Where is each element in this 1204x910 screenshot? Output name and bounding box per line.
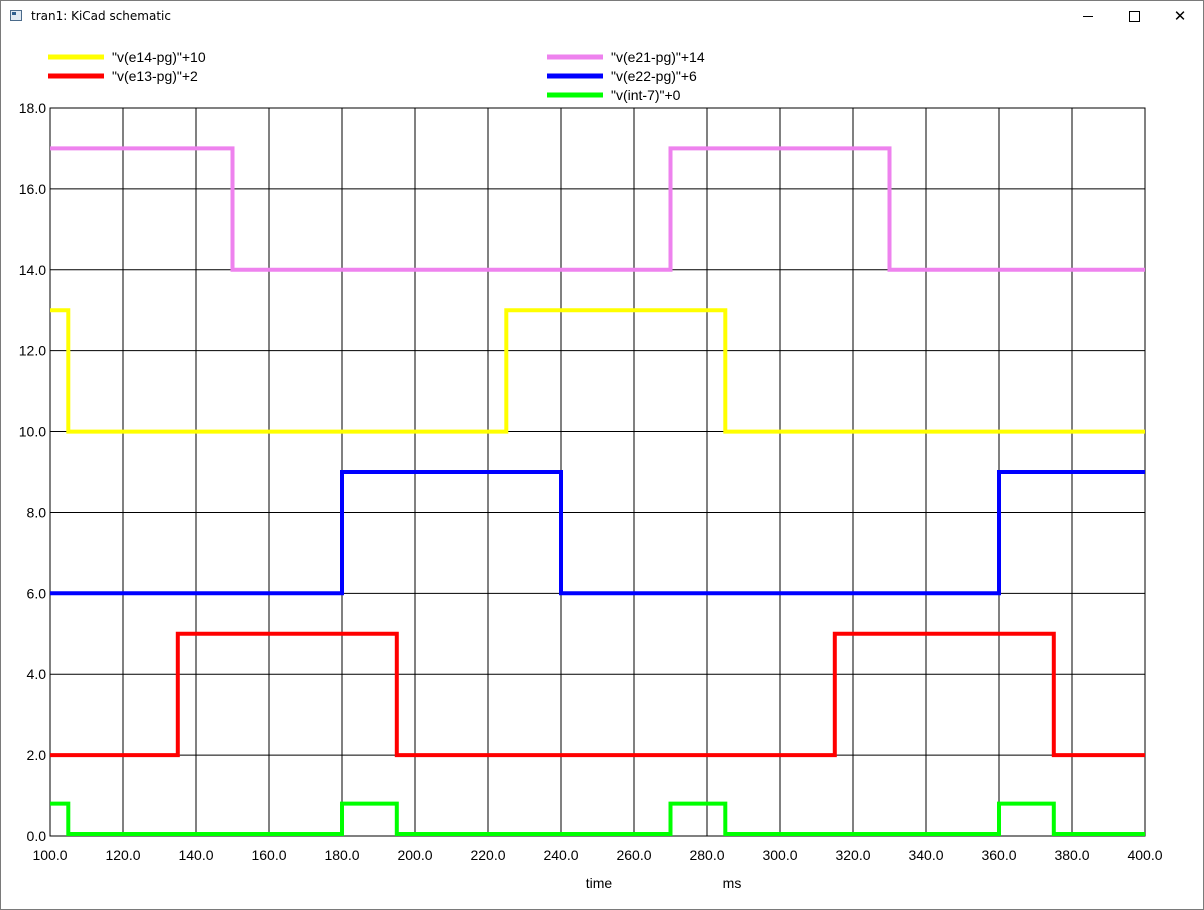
x-tick-label: 140.0 [178, 847, 213, 863]
y-tick-label: 18.0 [19, 100, 46, 116]
y-tick-label: 6.0 [27, 585, 47, 601]
window-title: tran1: KiCad schematic [31, 9, 171, 23]
y-tick-label: 8.0 [27, 504, 47, 520]
x-tick-label: 120.0 [105, 847, 140, 863]
series-line-3 [50, 146, 1145, 272]
y-tick-label: 10.0 [19, 424, 46, 440]
x-tick-label: 200.0 [397, 847, 432, 863]
y-tick-label: 16.0 [19, 181, 46, 197]
legend-label-3: "v(e21-pg)"+14 [611, 49, 705, 65]
x-tick-label: 380.0 [1054, 847, 1089, 863]
x-tick-label: 240.0 [543, 847, 578, 863]
maximize-button[interactable] [1111, 1, 1157, 31]
y-tick-label: 14.0 [19, 262, 46, 278]
close-button[interactable]: ✕ [1157, 1, 1203, 31]
x-tick-label: 100.0 [32, 847, 67, 863]
maximize-icon [1128, 10, 1140, 22]
y-tick-label: 12.0 [19, 343, 46, 359]
x-tick-label: 320.0 [835, 847, 870, 863]
legend-label-2: "v(e13-pg)"+2 [112, 68, 198, 84]
legend-label-4: "v(e22-pg)"+6 [611, 68, 697, 84]
y-tick-label: 0.0 [27, 828, 47, 844]
series-line-1 [50, 308, 1145, 434]
x-tick-label: 280.0 [689, 847, 724, 863]
plot-traces [50, 146, 1145, 836]
minimize-icon [1083, 15, 1093, 17]
x-tick-label: 400.0 [1127, 847, 1162, 863]
legend-label-5: "v(int-7)"+0 [611, 87, 681, 103]
legend-label-1: "v(e14-pg)"+10 [112, 49, 206, 65]
x-tick-label: 340.0 [908, 847, 943, 863]
x-axis-unit: ms [723, 875, 742, 891]
y-tick-label: 2.0 [27, 747, 47, 763]
close-icon: ✕ [1173, 7, 1187, 25]
plot-axes: 100.0 120.0 140.0 160.0 180.0 200.0 220.0 240.0… [19, 100, 1163, 863]
series-line-4 [50, 470, 1145, 596]
plot-legend: "v(e14-pg)"+10 "v(e13-pg)"+2 "v(e21-pg)"+1… [48, 49, 705, 103]
title-bar[interactable]: tran1: KiCad schematic ✕ [1, 1, 1203, 31]
series-line-2 [50, 631, 1145, 758]
minimize-button[interactable] [1065, 1, 1111, 31]
x-tick-label: 220.0 [470, 847, 505, 863]
x-tick-label: 260.0 [616, 847, 651, 863]
x-tick-label: 300.0 [762, 847, 797, 863]
x-tick-label: 180.0 [324, 847, 359, 863]
x-tick-label: 160.0 [251, 847, 286, 863]
y-tick-label: 4.0 [27, 666, 47, 682]
x-tick-label: 360.0 [981, 847, 1016, 863]
app-icon [10, 10, 22, 21]
x-axis-label: time [586, 875, 613, 891]
plot-frame [49, 107, 1146, 837]
series-line-5 [50, 801, 1145, 836]
plot-grid [49, 107, 1146, 837]
